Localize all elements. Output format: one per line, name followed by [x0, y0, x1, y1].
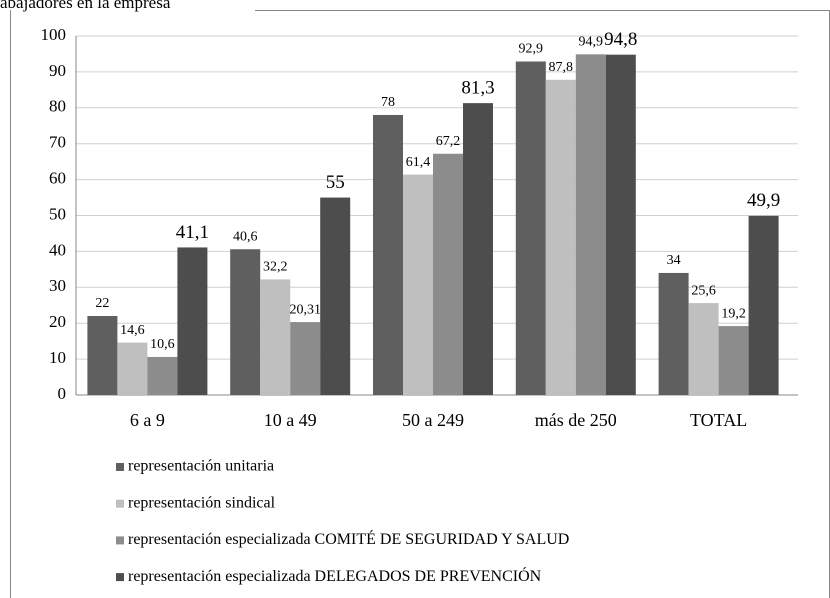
bar: [320, 197, 351, 395]
bar: [658, 272, 689, 395]
data-label: 92,9: [519, 42, 544, 57]
data-label: 10,6: [150, 337, 175, 352]
data-label: 81,3: [461, 77, 494, 98]
bar: [117, 342, 148, 395]
y-tick-label: 10: [49, 348, 66, 367]
data-label: 61,4: [406, 155, 431, 170]
x-tick-label: 10 a 49: [264, 410, 317, 430]
bar: [605, 54, 636, 395]
legend-swatch: [116, 573, 124, 582]
data-label: 94,8: [604, 29, 637, 50]
bar: [463, 103, 493, 396]
bar: [403, 174, 433, 395]
x-tick-label: TOTAL: [690, 410, 747, 430]
y-tick-label: 40: [49, 240, 66, 259]
data-label: 55: [326, 172, 345, 193]
y-tick-label: 20: [49, 312, 66, 331]
y-tick-label: 30: [49, 276, 66, 295]
y-tick-label: 70: [49, 133, 66, 152]
bar: [177, 247, 208, 395]
x-tick-label: 6 a 9: [130, 410, 165, 430]
bar: [87, 316, 118, 395]
x-tick-label: 50 a 249: [402, 410, 464, 430]
y-tick-label: 100: [41, 25, 67, 44]
data-label: 19,2: [721, 306, 746, 321]
data-label: 20,31: [289, 302, 321, 317]
legend-swatch: [116, 463, 124, 471]
data-label: 22: [95, 296, 109, 311]
bar: [718, 326, 749, 395]
bar: [433, 153, 463, 395]
bar: [515, 61, 546, 395]
legend-swatch: [116, 499, 124, 508]
legend-label: representación especializada COMITÉ DE S…: [128, 529, 569, 548]
y-tick-label: 50: [49, 204, 66, 223]
legend-label: representación sindical: [128, 494, 276, 511]
data-label: 34: [667, 253, 681, 268]
bar: [147, 356, 178, 395]
data-label: 14,6: [120, 323, 145, 338]
bar: [373, 114, 403, 395]
data-label: 40,6: [233, 229, 258, 244]
x-tick-label: más de 250: [535, 410, 617, 430]
data-label: 78: [381, 95, 395, 110]
data-label: 25,6: [691, 283, 716, 298]
bar: [688, 303, 719, 395]
bar: [290, 322, 321, 395]
bar: [575, 54, 606, 396]
y-tick-label: 0: [58, 384, 67, 403]
y-tick-label: 90: [49, 61, 66, 80]
data-label: 41,1: [176, 222, 209, 243]
y-tick-label: 60: [49, 169, 66, 188]
bar: [230, 249, 261, 395]
legend-label: representación unitaria: [128, 458, 274, 475]
data-label: 32,2: [263, 260, 288, 275]
chart-title: abajadores en la empresa: [0, 0, 171, 12]
legend-label: representación especializada DELEGADOS D…: [128, 566, 542, 585]
bar: [545, 79, 576, 395]
bar: [748, 215, 779, 395]
y-tick-label: 80: [49, 97, 66, 116]
bar: [260, 279, 291, 395]
data-label: 94,9: [579, 35, 604, 50]
legend-swatch: [116, 536, 124, 545]
data-label: 87,8: [549, 60, 574, 75]
data-label: 67,2: [436, 134, 461, 149]
data-label: 49,9: [747, 190, 780, 211]
